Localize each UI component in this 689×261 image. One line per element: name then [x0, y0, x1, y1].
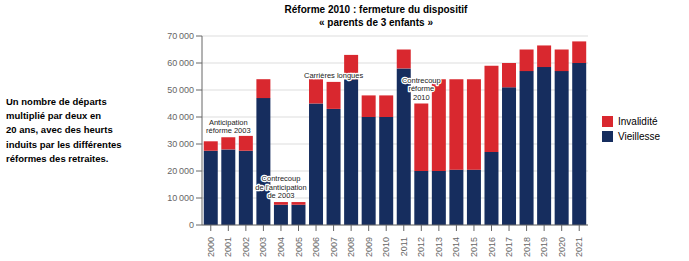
svg-text:2006: 2006 [311, 237, 321, 257]
svg-text:2011: 2011 [399, 237, 409, 256]
svg-text:2002: 2002 [241, 237, 251, 257]
svg-text:2018: 2018 [522, 237, 532, 257]
svg-text:0: 0 [189, 220, 194, 230]
svg-text:2003: 2003 [258, 237, 268, 257]
svg-text:10 000: 10 000 [167, 193, 194, 203]
svg-text:2009: 2009 [364, 237, 374, 257]
svg-text:70 000: 70 000 [167, 31, 194, 41]
svg-text:40 000: 40 000 [167, 112, 194, 122]
svg-text:2016: 2016 [487, 237, 497, 257]
svg-text:2001: 2001 [223, 237, 233, 257]
html-text:Vieillesse: Vieillesse [618, 130, 661, 142]
svg-text:2012: 2012 [416, 237, 426, 257]
html-text:induits par les différentes: induits par les différentes [6, 138, 122, 150]
html-text:multiplié par deux en: multiplié par deux en [6, 110, 101, 122]
svg-text:2015: 2015 [469, 237, 479, 257]
svg-text:2005: 2005 [294, 237, 304, 257]
html-text:réformes des retraites.: réformes des retraites. [6, 152, 109, 164]
svg-text:2020: 2020 [557, 237, 567, 257]
svg-text:2008: 2008 [346, 237, 356, 257]
html-text:Invalidité: Invalidité [618, 115, 658, 127]
html-text:« parents de 3 enfants »: « parents de 3 enfants » [319, 17, 433, 28]
svg-text:2014: 2014 [451, 237, 461, 257]
svg-text:Anticipationréforme 2003: Anticipationréforme 2003 [206, 118, 251, 136]
svg-text:2013: 2013 [434, 237, 444, 257]
svg-text:2004: 2004 [276, 237, 286, 257]
svg-text:30 000: 30 000 [167, 139, 194, 149]
html-text:Un nombre de départs: Un nombre de départs [6, 95, 107, 107]
svg-text:2010: 2010 [381, 237, 391, 257]
svg-text:2019: 2019 [539, 237, 549, 257]
svg-text:50 000: 50 000 [167, 85, 194, 95]
svg-text:2021: 2021 [574, 237, 584, 257]
svg-text:60 000: 60 000 [167, 58, 194, 68]
svg-text:Contrecoupréforme2010: Contrecoupréforme2010 [402, 76, 441, 102]
svg-text:20 000: 20 000 [167, 166, 194, 176]
html-text:Réforme 2010 : fermeture du di: Réforme 2010 : fermeture du dispositif [284, 4, 468, 15]
svg-text:2017: 2017 [504, 237, 514, 257]
svg-text:2000: 2000 [206, 237, 216, 257]
svg-text:Contrecoupde l'anticipationde: Contrecoupde l'anticipationde 2003 [255, 174, 306, 200]
svg-text:2007: 2007 [329, 237, 339, 257]
html-text:20 ans, avec des heurts: 20 ans, avec des heurts [6, 124, 113, 136]
svg-text:Carrières longues: Carrières longues [304, 71, 363, 80]
